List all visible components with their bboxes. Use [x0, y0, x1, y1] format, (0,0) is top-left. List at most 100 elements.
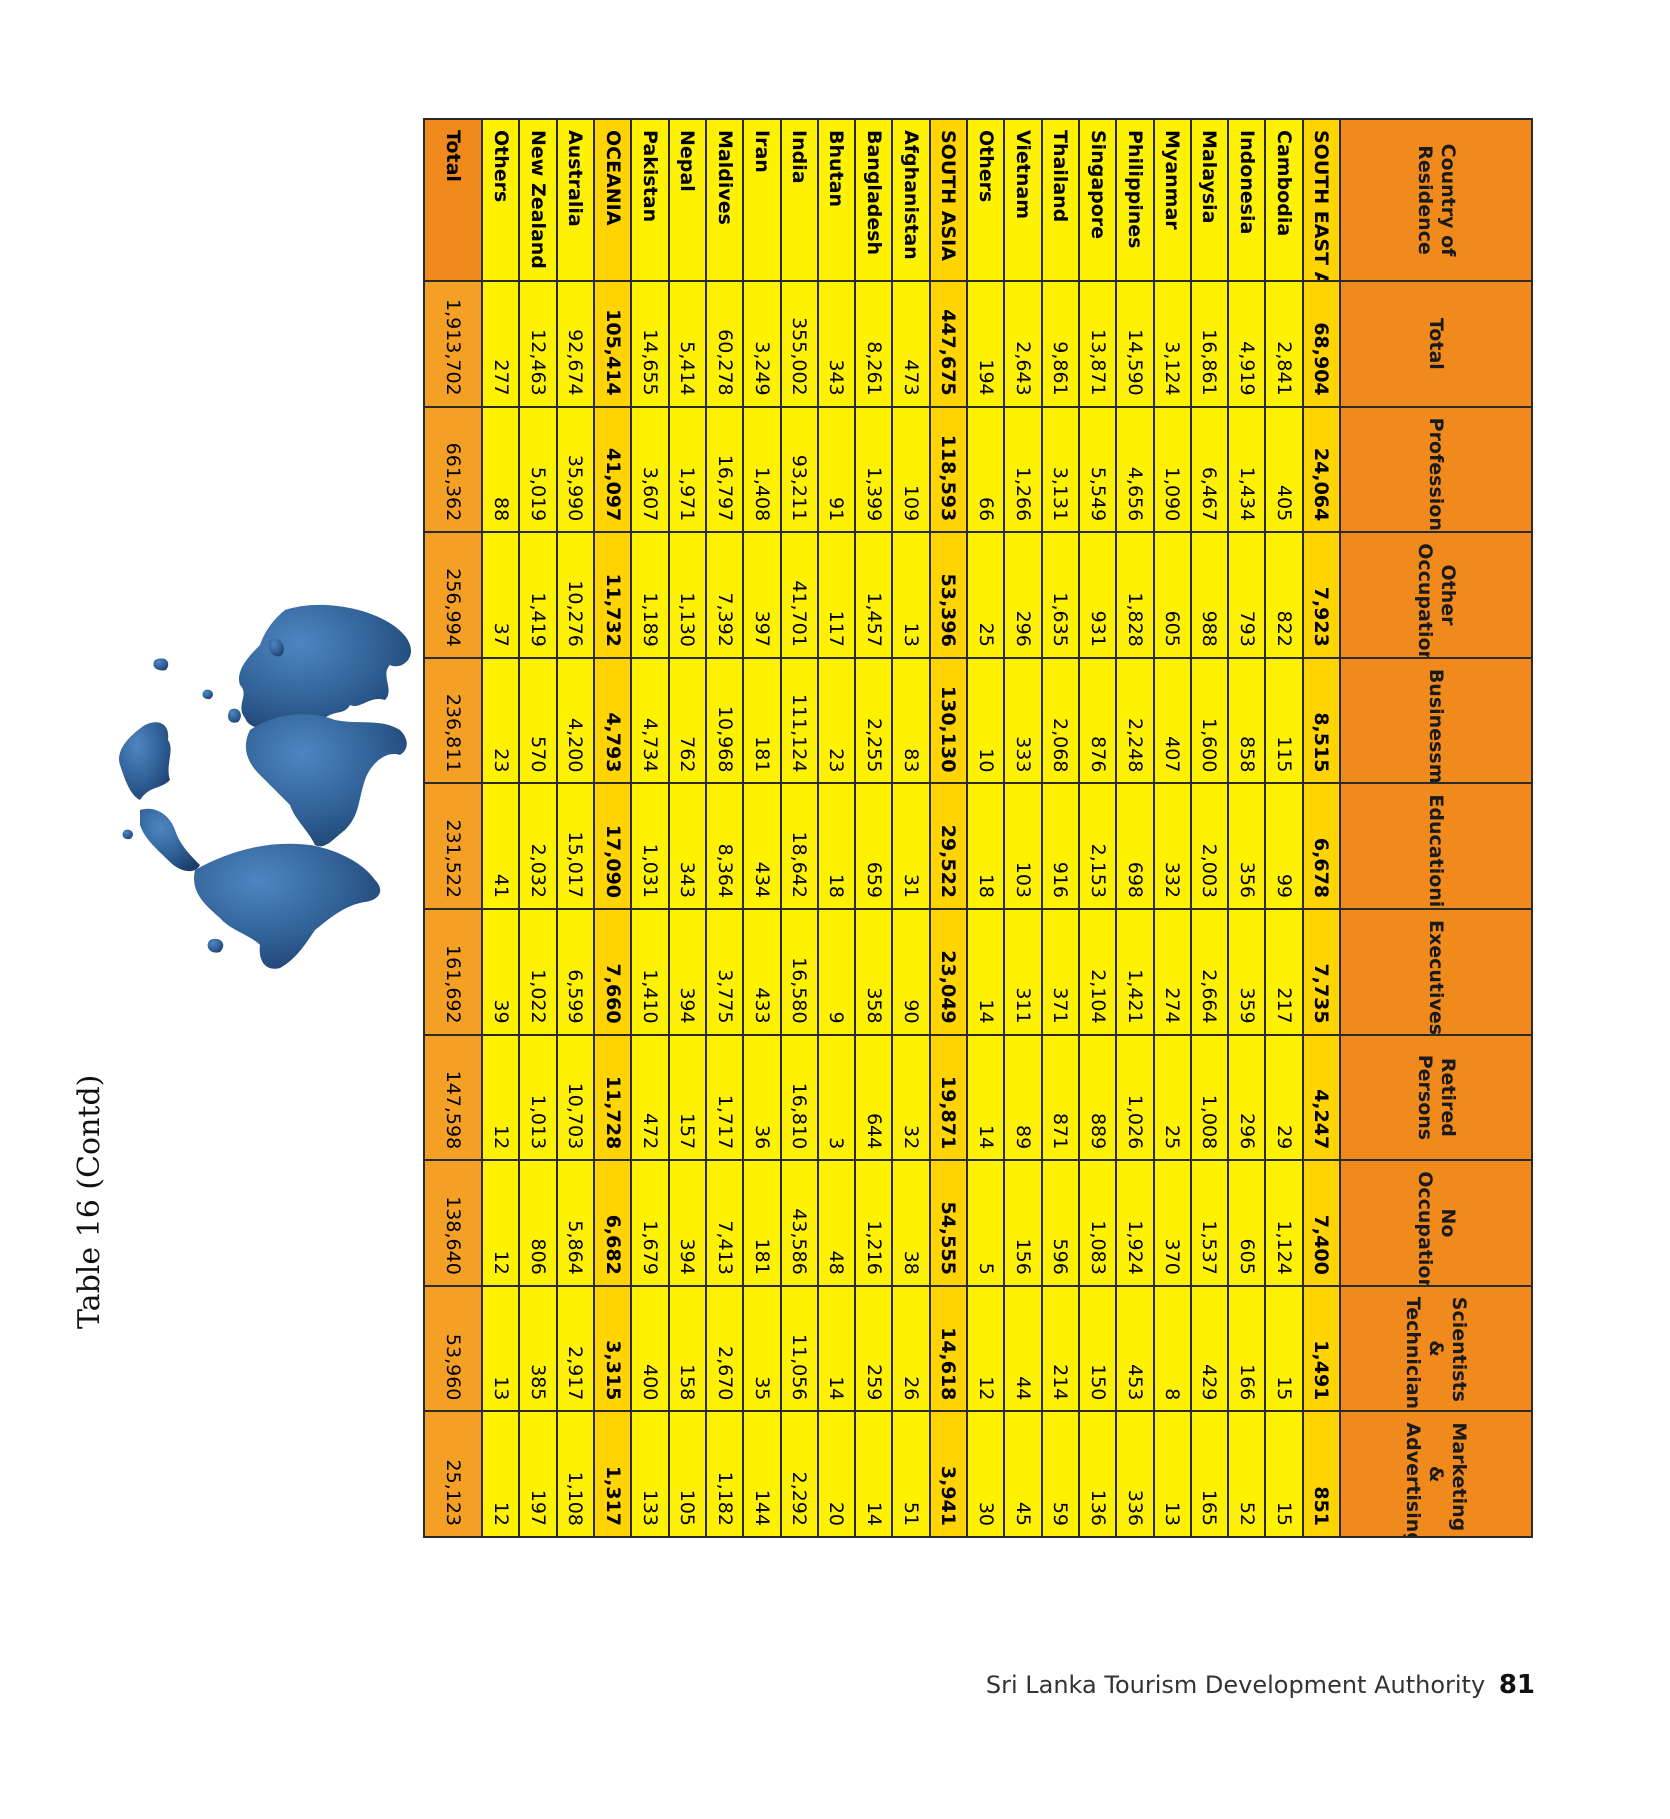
value-cell: 133: [631, 1411, 669, 1537]
country-cell: Singapore: [1078, 119, 1117, 282]
value-cell: 13: [892, 532, 930, 658]
country-cell: Indonesia: [1228, 119, 1266, 282]
value-cell: 806: [519, 1160, 557, 1286]
value-cell: 24,064: [1302, 406, 1340, 533]
value-cell: 5: [967, 1160, 1005, 1286]
value-cell: 931: [1078, 532, 1117, 658]
value-cell: 400: [631, 1285, 669, 1412]
value-cell: 25: [1153, 1034, 1191, 1161]
value-cell: 6,678: [1302, 783, 1340, 910]
value-cell: 8: [1153, 1285, 1191, 1412]
value-cell: 8,364: [705, 783, 744, 910]
value-cell: 2,643: [1004, 281, 1042, 407]
value-cell: 14,618: [929, 1285, 968, 1412]
table-row: Maldives 60,278 16,797 7,392 10,968 8,364 3,77…: [705, 119, 744, 1537]
value-cell: 4,200: [556, 657, 595, 784]
value-cell: 2,003: [1190, 783, 1229, 910]
value-cell: 23,049: [929, 909, 968, 1035]
value-cell: 6,682: [594, 1160, 632, 1286]
value-cell: 12: [482, 1160, 520, 1286]
country-cell: Malaysia: [1190, 119, 1229, 282]
value-cell: 25,123: [424, 1411, 483, 1537]
value-cell: 105,414: [594, 281, 632, 407]
value-cell: 3,607: [631, 406, 669, 533]
value-cell: 1,434: [1228, 406, 1266, 533]
country-cell: Australia: [556, 119, 595, 282]
value-cell: 385: [519, 1285, 557, 1412]
value-cell: 41: [482, 783, 520, 910]
value-cell: 5,549: [1078, 406, 1117, 533]
value-cell: 4,919: [1228, 281, 1266, 407]
table-container: Country of Residence Total Professionals Ot…: [423, 118, 1533, 1538]
value-cell: 14: [967, 909, 1005, 1035]
country-cell: Total: [424, 119, 483, 282]
country-cell: Thailand: [1041, 119, 1079, 282]
value-cell: 10,703: [556, 1034, 595, 1161]
value-cell: 296: [1228, 1034, 1266, 1161]
value-cell: 434: [743, 783, 781, 910]
value-cell: 429: [1190, 1285, 1229, 1412]
value-cell: 1,130: [668, 532, 706, 658]
value-cell: 296: [1004, 532, 1042, 658]
value-cell: 157: [668, 1034, 706, 1161]
value-cell: 92,674: [556, 281, 595, 407]
value-cell: 14,590: [1116, 281, 1154, 407]
country-cell: India: [780, 119, 818, 282]
value-cell: 16,797: [705, 406, 744, 533]
value-cell: 16,810: [780, 1034, 818, 1161]
value-cell: 3,775: [705, 909, 744, 1035]
table-row: Indonesia 4,919 1,434 793 858 356 359 296 605 166…: [1228, 119, 1266, 1537]
value-cell: 2,664: [1190, 909, 1229, 1035]
value-cell: 83: [892, 657, 930, 784]
value-cell: 397: [743, 532, 781, 658]
value-cell: 7,392: [705, 532, 744, 658]
value-cell: 32: [892, 1034, 930, 1161]
value-cell: 89: [1004, 1034, 1042, 1161]
value-cell: 876: [1078, 657, 1117, 784]
value-cell: 1,031: [631, 783, 669, 910]
value-cell: 7,413: [705, 1160, 744, 1286]
value-cell: 1,457: [855, 532, 893, 658]
value-cell: 4,793: [594, 657, 632, 784]
globe-icon: [119, 604, 411, 969]
table-row: Nepal 5,414 1,971 1,130 762 343 394 157 394 158 10…: [668, 119, 706, 1537]
value-cell: 661,362: [424, 406, 483, 533]
value-cell: 31: [892, 783, 930, 910]
value-cell: 355,002: [780, 281, 818, 407]
value-cell: 2,032: [519, 783, 557, 910]
value-cell: 453: [1116, 1285, 1154, 1412]
value-cell: 14: [817, 1285, 856, 1412]
value-cell: 51: [892, 1411, 930, 1537]
page-footer: Sri Lanka Tourism Development Authority …: [986, 1670, 1535, 1700]
value-cell: 1,679: [631, 1160, 669, 1286]
table-body: SOUTH EAST ASIA 68,904 24,064 7,923 8,515 6,6…: [424, 119, 1340, 1537]
table-row: Australia 92,674 35,990 10,276 4,200 15,017 6,…: [556, 119, 595, 1537]
value-cell: 29: [1265, 1034, 1303, 1161]
value-cell: 217: [1265, 909, 1303, 1035]
value-cell: 1,399: [855, 406, 893, 533]
value-cell: 13: [1153, 1411, 1191, 1537]
value-cell: 30: [967, 1411, 1005, 1537]
value-cell: 18: [967, 783, 1005, 910]
value-cell: 41,701: [780, 532, 818, 658]
value-cell: 356: [1228, 783, 1266, 910]
table-row: India 355,002 93,211 41,701 111,124 18,642 16,…: [780, 119, 818, 1537]
value-cell: 2,292: [780, 1411, 818, 1537]
value-cell: 332: [1153, 783, 1191, 910]
table-row: Cambodia 2,841 405 822 115 99 217 29 1,124 15 15: [1265, 119, 1303, 1537]
country-cell: Afghanistan: [892, 119, 930, 282]
value-cell: 343: [668, 783, 706, 910]
value-cell: 12: [482, 1034, 520, 1161]
value-cell: 336: [1116, 1411, 1154, 1537]
value-cell: 596: [1041, 1160, 1079, 1286]
value-cell: 19,871: [929, 1034, 968, 1161]
value-cell: 10,276: [556, 532, 595, 658]
value-cell: 274: [1153, 909, 1191, 1035]
column-header: Educationists: [1340, 783, 1532, 910]
country-cell: Maldives: [705, 119, 744, 282]
country-cell: Iran: [743, 119, 781, 282]
value-cell: 9: [817, 909, 856, 1035]
value-cell: 88: [482, 406, 520, 533]
value-cell: 2,248: [1116, 657, 1154, 784]
value-cell: 99: [1265, 783, 1303, 910]
